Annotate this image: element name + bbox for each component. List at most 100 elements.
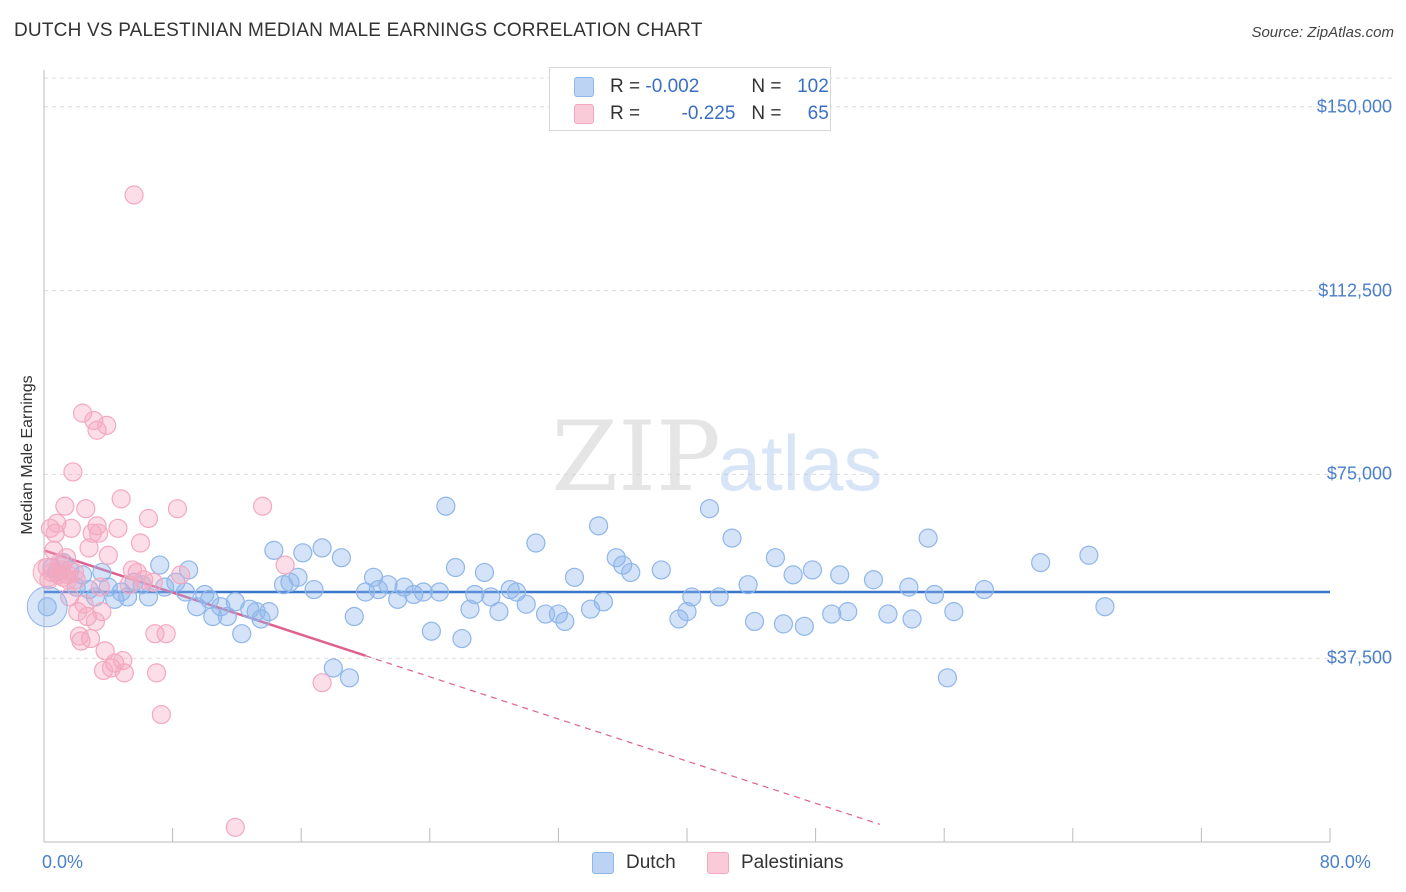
palestinians-point xyxy=(171,565,191,585)
watermark-zip: ZIP xyxy=(551,401,720,513)
dutch-point xyxy=(452,628,472,649)
dutch-point xyxy=(613,555,633,575)
dutch-point xyxy=(368,579,388,600)
dutch-point xyxy=(902,609,922,629)
watermark-atlas: atlas xyxy=(718,419,883,507)
legend-item-palestinians[interactable]: Palestinians xyxy=(707,852,843,874)
legend-item-dutch[interactable]: Dutch xyxy=(592,852,676,874)
dutch-point xyxy=(259,602,279,622)
dutch-point xyxy=(323,658,343,678)
legend-n-value: 102 xyxy=(797,76,829,97)
palestinians-point xyxy=(93,660,114,681)
dutch-point xyxy=(526,533,546,553)
dutch-point xyxy=(709,587,729,607)
y-tick-label: $37,500 xyxy=(1326,647,1392,668)
legend-n-value: 65 xyxy=(807,103,829,124)
legend-r-label: R = xyxy=(610,76,641,97)
legend-row-palestinians: R = -0.225 N = 65 xyxy=(574,102,829,126)
legend-r-value: -0.002 xyxy=(645,76,700,97)
dutch-point xyxy=(37,597,57,617)
palestinians-point xyxy=(63,462,83,482)
dutch-point xyxy=(98,577,118,597)
dutch-point xyxy=(669,609,689,629)
palestinians-point xyxy=(55,496,75,516)
palestinians-point xyxy=(64,562,85,583)
dutch-point xyxy=(474,562,495,583)
chart-source: Source: ZipAtlas.com xyxy=(1251,24,1394,41)
legend-n-label: N = xyxy=(751,76,782,97)
dutch-point xyxy=(232,624,252,644)
dutch-point-large xyxy=(26,586,68,628)
palestinians-point xyxy=(151,704,171,725)
dutch-point xyxy=(203,606,223,627)
palestinians-point xyxy=(92,602,112,622)
dutch-point xyxy=(1031,553,1051,573)
dutch-point xyxy=(465,584,485,605)
palestinians-point xyxy=(113,651,133,671)
data-points xyxy=(26,185,1115,837)
dutch-point xyxy=(722,528,742,548)
dutch-swatch xyxy=(592,852,614,874)
dutch-point xyxy=(413,582,433,602)
palestinians-point xyxy=(90,577,110,597)
dutch-point xyxy=(251,609,271,629)
correlation-legend: R = -0.002 N = 102 R = -0.225 N = 65 xyxy=(549,67,831,131)
palestinians-point xyxy=(98,545,118,565)
palestinians-point xyxy=(89,523,109,543)
palestinians-point xyxy=(127,562,147,583)
palestinians-point xyxy=(97,415,117,435)
series-palestinians xyxy=(37,185,332,837)
dutch-point xyxy=(154,577,175,597)
palestinians-point xyxy=(275,555,295,575)
dutch-point xyxy=(460,599,480,619)
palestinians-point xyxy=(47,513,67,533)
gridlines xyxy=(44,77,1394,659)
dutch-point xyxy=(548,604,569,624)
legend-r-value: -0.225 xyxy=(681,103,736,124)
dutch-point xyxy=(1079,545,1099,565)
dutch-point xyxy=(677,602,697,622)
y-tick-label: $150,000 xyxy=(1316,96,1392,117)
series-dutch xyxy=(37,496,1115,688)
dutch-point xyxy=(516,594,536,614)
dutch-point xyxy=(651,560,671,580)
palestinians-point xyxy=(143,572,163,592)
palestinians-point xyxy=(114,663,134,683)
palestinians-point xyxy=(156,624,176,644)
dutch-point xyxy=(974,579,994,600)
dutch-point xyxy=(593,592,614,612)
dutch-point xyxy=(211,597,231,617)
palestinians-point xyxy=(61,518,81,538)
palestinians-point xyxy=(108,518,128,538)
legend-n-label: N = xyxy=(751,103,782,124)
dutch-point xyxy=(481,587,501,607)
dutch-point xyxy=(878,604,898,624)
legend-label-dutch: Dutch xyxy=(626,852,676,873)
dutch-point xyxy=(783,565,803,585)
dutch-point xyxy=(175,582,196,602)
dutch-point xyxy=(339,668,360,688)
dutch-point xyxy=(436,496,456,516)
y-tick-label: $112,500 xyxy=(1318,280,1392,301)
y-tick-label: $75,000 xyxy=(1326,463,1392,484)
dutch-point xyxy=(765,548,786,568)
palestinians-point xyxy=(79,538,99,558)
dutch-point xyxy=(699,499,720,519)
palestinians-trendline-extension xyxy=(365,655,881,825)
dutch-point xyxy=(331,548,351,568)
x-tick-label: 0.0% xyxy=(42,852,84,872)
palestinians-point xyxy=(76,499,96,519)
dutch-point xyxy=(293,543,313,563)
dutch-point xyxy=(838,602,858,622)
dutch-point xyxy=(794,616,814,636)
dutch-point xyxy=(773,614,794,634)
dutch-point xyxy=(429,582,450,602)
dutch-point xyxy=(899,577,919,597)
palestinians-point xyxy=(72,403,93,423)
palestinians-point xyxy=(111,489,131,509)
dutch-point xyxy=(621,562,641,583)
palestinians-point xyxy=(81,628,101,649)
palestinians-point xyxy=(312,673,332,693)
palestinians-point xyxy=(66,570,86,590)
